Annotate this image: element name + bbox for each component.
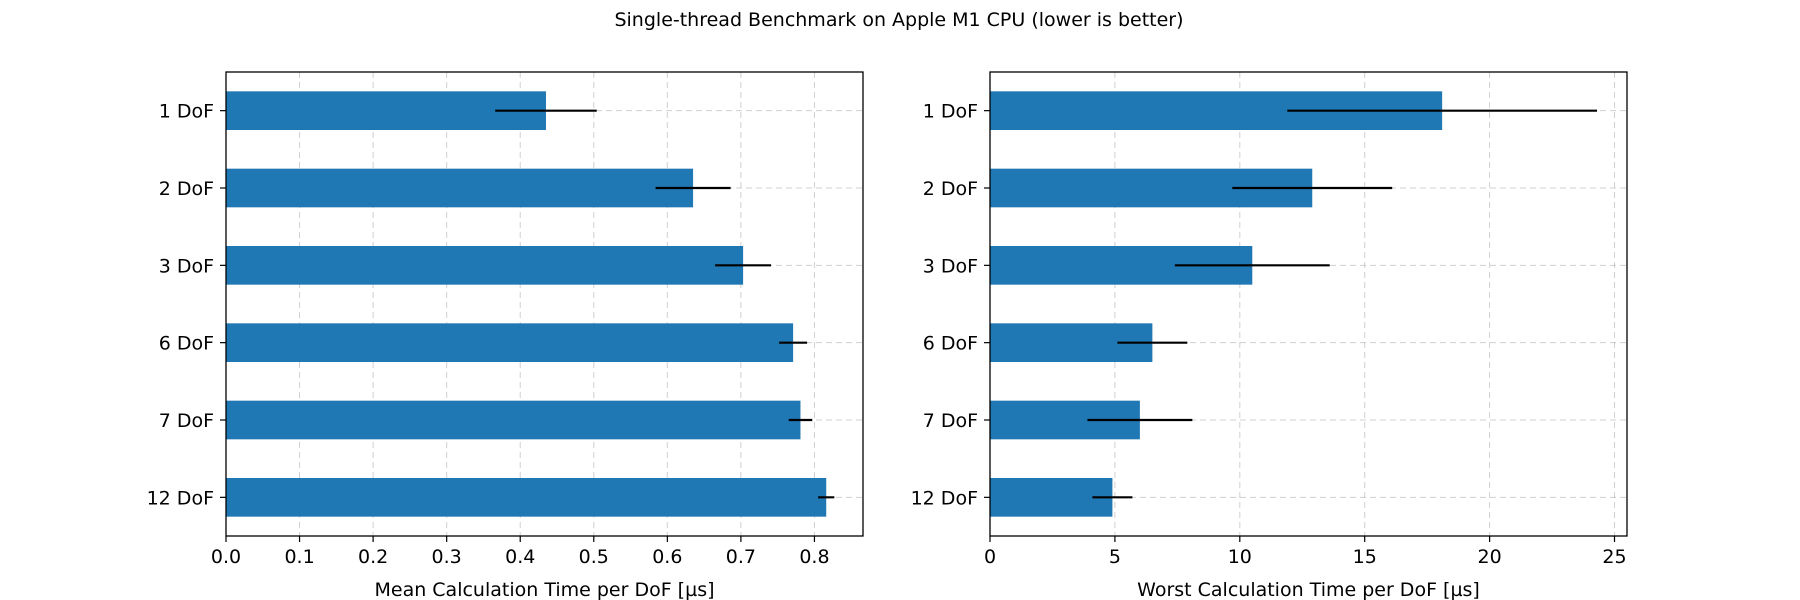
worst-time-y-tick-label: 6 DoF xyxy=(923,333,978,355)
worst-time-axes-frame xyxy=(989,71,1628,537)
worst-time-y-tick-label: 3 DoF xyxy=(923,255,978,277)
mean-time-bar-7-dof xyxy=(226,400,801,440)
mean-time-y-tick-label: 3 DoF xyxy=(159,255,214,277)
worst-time-y-tick-label: 1 DoF xyxy=(923,101,978,123)
figure-title: Single-thread Benchmark on Apple M1 CPU … xyxy=(614,9,1183,31)
mean-time-y-tick-label: 2 DoF xyxy=(159,178,214,200)
worst-time-x-tick-label: 5 xyxy=(1109,546,1121,568)
mean-time-y-tick-label: 7 DoF xyxy=(159,410,214,432)
worst-time-x-axis-label: Worst Calculation Time per DoF [µs] xyxy=(1137,579,1480,600)
worst-time-x-tick-label: 15 xyxy=(1353,546,1377,568)
mean-time-bar-6-dof xyxy=(226,323,794,362)
mean-time-panel: 0.0 0.1 0.2 0.3 0.4 0.5 0.6 0.7 0.8 1 DoF 2 DoF 3 D… xyxy=(147,71,864,600)
mean-time-y-tick-label: 6 DoF xyxy=(159,333,214,355)
worst-time-y-tick-label: 7 DoF xyxy=(923,410,978,432)
mean-time-x-tick-label: 0.1 xyxy=(284,546,314,568)
worst-time-y-tick-label: 2 DoF xyxy=(923,178,978,200)
mean-time-axes-frame xyxy=(225,71,864,537)
mean-time-bar-2-dof xyxy=(226,168,694,208)
worst-time-x-tick-label: 10 xyxy=(1228,546,1252,568)
worst-time-x-tick-label: 20 xyxy=(1478,546,1502,568)
worst-time-bar-12-dof xyxy=(990,478,1113,517)
mean-time-bar-3-dof xyxy=(226,246,744,285)
mean-time-bar-12-dof xyxy=(226,478,827,517)
mean-time-x-axis-label: Mean Calculation Time per DoF [µs] xyxy=(374,579,714,600)
mean-time-x-tick-label: 0.0 xyxy=(211,546,241,568)
worst-time-x-tick-label: 25 xyxy=(1602,546,1626,568)
mean-time-bar-1-dof xyxy=(226,91,546,130)
mean-time-x-tick-label: 0.8 xyxy=(799,546,829,568)
mean-time-x-tick-label: 0.5 xyxy=(579,546,609,568)
worst-time-panel: 0 5 10 15 20 25 1 DoF 2 DoF 3 DoF 6 DoF 7 DoF 12 Do… xyxy=(911,71,1628,600)
mean-time-x-tick-label: 0.6 xyxy=(652,546,682,568)
mean-time-y-tick-label: 1 DoF xyxy=(159,101,214,123)
worst-time-y-tick-label: 12 DoF xyxy=(911,487,978,509)
mean-time-x-tick-label: 0.4 xyxy=(505,546,535,568)
mean-time-y-tick-label: 12 DoF xyxy=(147,487,214,509)
mean-time-x-tick-label: 0.3 xyxy=(432,546,462,568)
mean-time-x-tick-label: 0.2 xyxy=(358,546,388,568)
mean-time-x-tick-label: 0.7 xyxy=(726,546,756,568)
worst-time-x-tick-label: 0 xyxy=(984,546,996,568)
